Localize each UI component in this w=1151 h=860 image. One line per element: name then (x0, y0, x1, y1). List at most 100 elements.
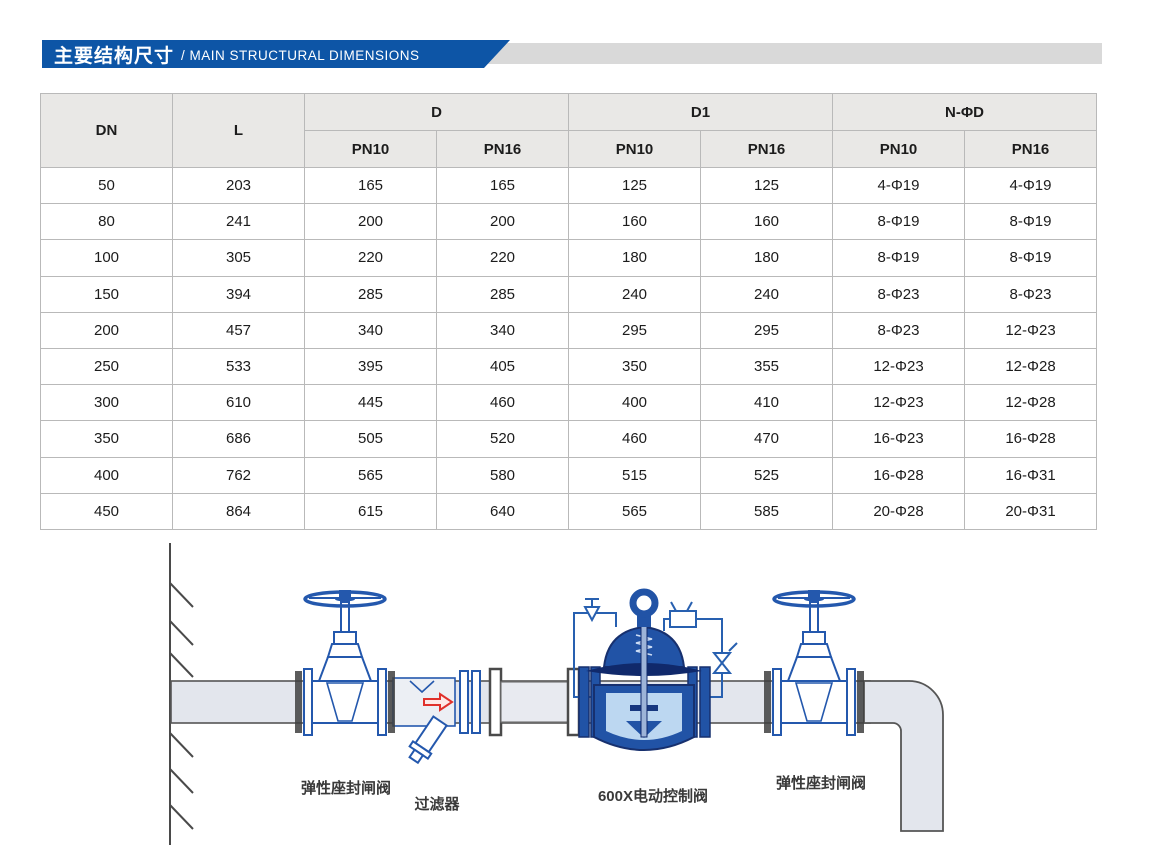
table-cell: 241 (172, 203, 305, 241)
table-cell: 565 (304, 456, 437, 494)
subheader-pn16: PN16 (436, 130, 569, 168)
table-cell: 8-Φ19 (832, 239, 965, 277)
table-cell: 457 (172, 311, 305, 349)
table-row: 300 610 445 460 400 410 12-Φ23 12-Φ28 (40, 384, 1097, 422)
table-cell: 125 (700, 166, 833, 205)
table-cell: 200 (40, 311, 173, 349)
table-cell: 16-Φ28 (964, 420, 1097, 458)
table-cell: 340 (304, 311, 437, 349)
wall (169, 543, 194, 845)
table-cell: 80 (40, 203, 173, 241)
table-cell: 240 (700, 275, 833, 313)
section-title-banner: 主要结构尺寸 / MAIN STRUCTURAL DIMENSIONS (42, 40, 510, 68)
subheader-pn16: PN16 (964, 130, 1097, 168)
table-cell: 300 (40, 384, 173, 422)
gate-valve-right (762, 588, 866, 737)
table-cell: 4-Φ19 (964, 166, 1097, 205)
table-row: 100 305 220 220 180 180 8-Φ19 8-Φ19 (40, 239, 1097, 277)
table-cell: 686 (172, 420, 305, 458)
installation-diagram: 弹性座封闸阀 过滤器 600X电动控制阀 弹性座封闸阀 (169, 543, 944, 845)
col-group-d: D (304, 93, 569, 131)
table-cell: 180 (568, 239, 701, 277)
table-row: 50 203 165 165 125 125 4-Φ19 4-Φ19 (40, 166, 1097, 205)
section-title-zh: 主要结构尺寸 (54, 45, 175, 67)
table-cell: 295 (568, 311, 701, 349)
table-cell: 50 (40, 166, 173, 205)
table-header: DN L D D1 N-ΦD PN10 PN16 PN10 PN16 PN10 … (40, 93, 1097, 168)
table-cell: 12-Φ23 (964, 311, 1097, 349)
table-cell: 762 (172, 456, 305, 494)
table-cell: 240 (568, 275, 701, 313)
table-cell: 565 (568, 492, 701, 530)
table-cell: 125 (568, 166, 701, 205)
subheader-pn10: PN10 (832, 130, 965, 168)
table-cell: 8-Φ23 (832, 311, 965, 349)
table-cell: 8-Φ19 (964, 203, 1097, 241)
subheader-pn16: PN16 (700, 130, 833, 168)
spool-piece (488, 667, 581, 737)
label-gate-valve-right: 弹性座封闸阀 (776, 774, 866, 792)
table-cell: 525 (700, 456, 833, 494)
table-cell: 470 (700, 420, 833, 458)
table-cell: 12-Φ28 (964, 384, 1097, 422)
table-cell: 16-Φ23 (832, 420, 965, 458)
table-cell: 350 (568, 347, 701, 386)
table-cell: 585 (700, 492, 833, 530)
table-cell: 450 (40, 492, 173, 530)
table-cell: 16-Φ31 (964, 456, 1097, 494)
col-group-nphid: N-ΦD (832, 93, 1097, 131)
table-cell: 12-Φ23 (832, 347, 965, 386)
table-cell: 445 (304, 384, 437, 422)
table-cell: 160 (700, 203, 833, 241)
table-cell: 12-Φ28 (964, 347, 1097, 386)
table-row: 350 686 505 520 460 470 16-Φ23 16-Φ28 (40, 420, 1097, 458)
table-cell: 4-Φ19 (832, 166, 965, 205)
lifting-ring-icon (629, 588, 659, 618)
table-cell: 395 (304, 347, 437, 386)
table-cell: 20-Φ31 (964, 492, 1097, 530)
col-group-d1: D1 (568, 93, 833, 131)
table-cell: 285 (436, 275, 569, 313)
table-row: 150 394 285 285 240 240 8-Φ23 8-Φ23 (40, 275, 1097, 313)
subheader-pn10: PN10 (304, 130, 437, 168)
table-cell: 400 (40, 456, 173, 494)
label-strainer: 过滤器 (414, 795, 460, 813)
table-cell: 160 (568, 203, 701, 241)
table-cell: 165 (436, 166, 569, 205)
table-cell: 12-Φ23 (832, 384, 965, 422)
dimensions-table: DN L D D1 N-ΦD PN10 PN16 PN10 PN16 PN10 … (40, 93, 1097, 530)
table-cell: 8-Φ19 (832, 203, 965, 241)
table-cell: 150 (40, 275, 173, 313)
table-cell: 180 (700, 239, 833, 277)
strainer (392, 670, 481, 765)
table-cell: 410 (700, 384, 833, 422)
table-cell: 350 (40, 420, 173, 458)
table-cell: 8-Φ23 (832, 275, 965, 313)
table-cell: 8-Φ23 (964, 275, 1097, 313)
table-cell: 460 (436, 384, 569, 422)
table-cell: 16-Φ28 (832, 456, 965, 494)
section-title-en: / MAIN STRUCTURAL DIMENSIONS (181, 47, 420, 63)
flow-arrow-icon (423, 692, 454, 712)
table-cell: 394 (172, 275, 305, 313)
table-cell: 520 (436, 420, 569, 458)
table-cell: 220 (436, 239, 569, 277)
table-cell: 405 (436, 347, 569, 386)
table-cell: 8-Φ19 (964, 239, 1097, 277)
banner-tail (455, 43, 1102, 64)
table-cell: 610 (172, 384, 305, 422)
table-cell: 505 (304, 420, 437, 458)
table-cell: 250 (40, 347, 173, 386)
table-cell: 165 (304, 166, 437, 205)
table-cell: 355 (700, 347, 833, 386)
table-cell: 200 (304, 203, 437, 241)
table-cell: 100 (40, 239, 173, 277)
table-cell: 864 (172, 492, 305, 530)
table-row: 250 533 395 405 350 355 12-Φ23 12-Φ28 (40, 347, 1097, 386)
table-cell: 580 (436, 456, 569, 494)
table-cell: 295 (700, 311, 833, 349)
table-cell: 305 (172, 239, 305, 277)
table-row: 400 762 565 580 515 525 16-Φ28 16-Φ31 (40, 456, 1097, 494)
col-header-l: L (172, 93, 305, 168)
label-gate-valve-left: 弹性座封闸阀 (301, 779, 391, 797)
